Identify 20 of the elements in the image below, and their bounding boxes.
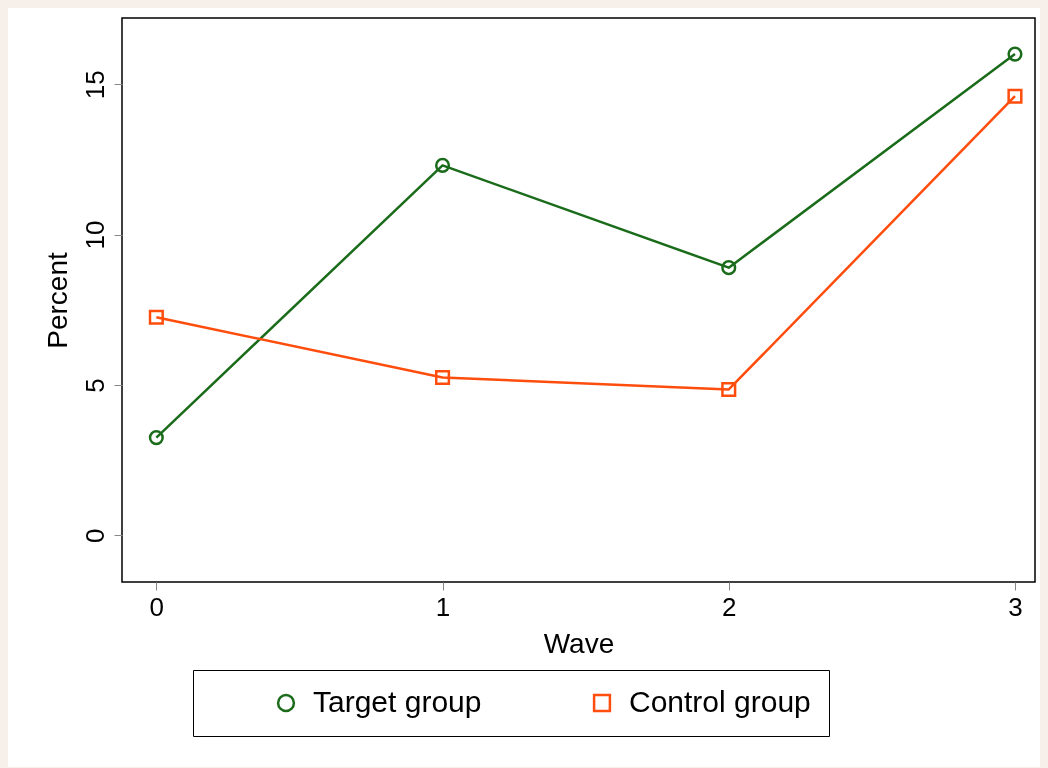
y-tick-label: 15 bbox=[79, 70, 110, 100]
x-tick-label: 1 bbox=[435, 591, 451, 622]
point bbox=[721, 260, 737, 276]
x-tick-label: 2 bbox=[722, 591, 737, 622]
point bbox=[1007, 46, 1023, 62]
x-tick-label: 3 bbox=[1008, 591, 1023, 622]
point bbox=[148, 430, 164, 446]
point bbox=[1007, 88, 1023, 104]
y-tick-label: 0 bbox=[79, 528, 110, 544]
x-axis-title: Wave bbox=[543, 627, 615, 659]
legend-label: Target group bbox=[313, 685, 482, 718]
point bbox=[148, 309, 164, 325]
x-tick-label: 0 bbox=[149, 591, 165, 622]
point bbox=[434, 157, 451, 173]
legend-label: Control group bbox=[629, 685, 811, 718]
point bbox=[721, 381, 737, 398]
y-tick-label: 10 bbox=[79, 220, 110, 250]
point bbox=[434, 369, 451, 386]
y-tick-label: 5 bbox=[79, 378, 110, 393]
y-axis-title: Percent bbox=[41, 252, 73, 349]
